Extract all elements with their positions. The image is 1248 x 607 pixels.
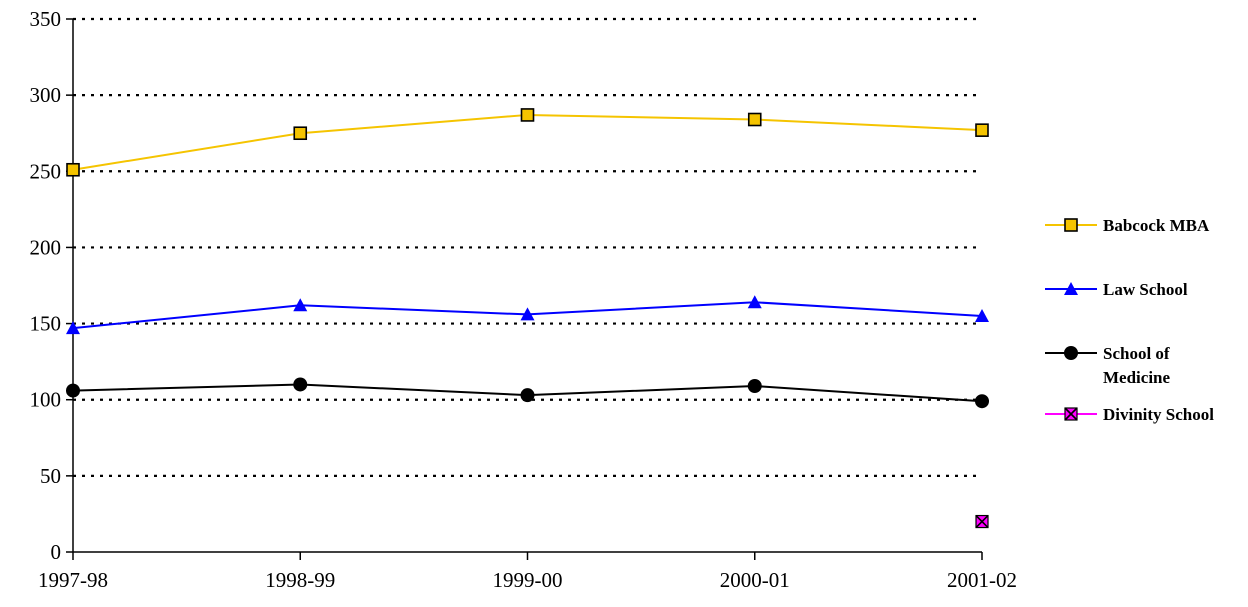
y-tick-label: 100 bbox=[30, 388, 62, 412]
legend-marker-law-school bbox=[1064, 282, 1078, 295]
data-point-law-school bbox=[520, 307, 535, 321]
legend-label: Medicine bbox=[1103, 368, 1170, 387]
series-babcock-mba bbox=[66, 108, 989, 177]
legend-marker-babcock-mba bbox=[1064, 218, 1078, 232]
legend-marker-divinity-school bbox=[1064, 407, 1078, 421]
legend-label: Babcock MBA bbox=[1103, 216, 1210, 235]
x-tick-label: 1998-99 bbox=[265, 568, 335, 592]
data-point-law-school bbox=[975, 308, 989, 322]
data-point-babcock-mba bbox=[747, 112, 762, 127]
gridlines bbox=[73, 17, 982, 477]
y-tick-label: 200 bbox=[30, 235, 62, 259]
y-tick-labels: 0 50 100 150 200 250 300 350 bbox=[30, 7, 62, 564]
y-tick-label: 50 bbox=[40, 464, 61, 488]
x-tick-label: 2001-02 bbox=[947, 568, 1017, 592]
legend-marker-school-of-medicine bbox=[1064, 346, 1078, 360]
data-point-school-of-medicine bbox=[520, 388, 535, 403]
legend-label: School of bbox=[1103, 344, 1170, 363]
series-group bbox=[66, 108, 989, 529]
y-tick-label: 150 bbox=[30, 312, 62, 336]
data-point-law-school bbox=[293, 298, 308, 312]
series-school-of-medicine bbox=[66, 377, 989, 409]
legend-item-babcock-mba: Babcock MBA bbox=[1045, 216, 1210, 235]
data-point-law-school bbox=[747, 295, 762, 309]
series-line-babcock-mba bbox=[72, 113, 983, 171]
data-point-babcock-mba bbox=[520, 108, 535, 122]
series-law-school bbox=[66, 295, 989, 335]
data-point-school-of-medicine bbox=[975, 394, 989, 409]
data-point-babcock-mba bbox=[975, 123, 989, 137]
y-tick-label: 350 bbox=[30, 7, 62, 31]
legend-item-law-school: Law School bbox=[1045, 280, 1188, 299]
legend: Babcock MBA Law School School of Medicine Di… bbox=[1045, 216, 1214, 424]
x-tick-label: 1997-98 bbox=[38, 568, 108, 592]
data-point-divinity-school bbox=[975, 514, 989, 529]
axes bbox=[66, 18, 983, 560]
series-divinity-school bbox=[975, 514, 989, 529]
data-point-law-school bbox=[66, 321, 80, 335]
legend-label: Law School bbox=[1103, 280, 1188, 299]
legend-item-school-of-medicine: School of Medicine bbox=[1045, 344, 1170, 387]
x-tick-label: 2000-01 bbox=[720, 568, 790, 592]
y-tick-label: 250 bbox=[30, 159, 62, 183]
x-tick-labels: 1997-98 1998-99 1999-00 2000-01 2001-02 bbox=[38, 568, 1017, 592]
data-point-babcock-mba bbox=[66, 162, 80, 177]
data-point-babcock-mba bbox=[293, 126, 308, 141]
legend-label: Divinity School bbox=[1103, 405, 1214, 424]
data-point-school-of-medicine bbox=[293, 377, 308, 392]
y-tick-label: 300 bbox=[30, 83, 62, 107]
x-tick-label: 1999-00 bbox=[493, 568, 563, 592]
data-point-school-of-medicine bbox=[747, 379, 762, 394]
legend-item-divinity-school: Divinity School bbox=[1045, 405, 1214, 424]
data-point-school-of-medicine bbox=[66, 383, 80, 398]
y-tick-label: 0 bbox=[51, 540, 62, 564]
